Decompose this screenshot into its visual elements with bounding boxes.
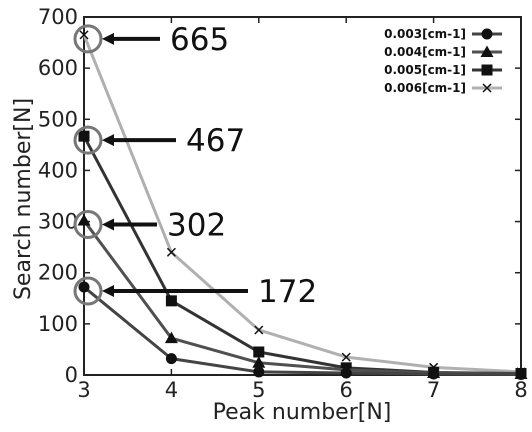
- highlight-ring: [73, 24, 103, 54]
- legend-label: 0.004[cm-1]: [384, 45, 466, 59]
- series-layer: [77, 30, 528, 380]
- data-point: [253, 346, 265, 358]
- legend-label: 0.003[cm-1]: [384, 27, 466, 41]
- y-tick-label: 200: [38, 261, 78, 285]
- plot-frame: [83, 16, 522, 376]
- data-point: [341, 352, 351, 362]
- data-point: [340, 367, 352, 379]
- y-axis-title: Search number[N]: [11, 98, 36, 300]
- highlight-ring: [73, 125, 103, 155]
- x-tick-label: 6: [340, 378, 353, 402]
- data-point: [254, 325, 264, 335]
- callout-label: 467: [186, 123, 245, 159]
- y-tick-label: 100: [38, 312, 78, 336]
- y-tick-label: 500: [38, 107, 78, 131]
- data-point: [77, 214, 91, 226]
- data-point: [252, 356, 266, 368]
- x-marker-stroke: [341, 352, 351, 362]
- legend: 0.003[cm-1] 0.004[cm-1] 0.005[cm-1] 0.006[c…: [384, 27, 502, 95]
- callout-arrow-head: [102, 218, 114, 231]
- data-point: [165, 295, 177, 307]
- x-marker-stroke: [482, 83, 492, 93]
- data-point: [253, 366, 265, 378]
- x-tick-label: 8: [514, 378, 527, 402]
- axes: 3 4 5 6 7 8 0 100 200 300 400 500 600 700: [38, 5, 528, 402]
- series-line: [82, 34, 522, 374]
- legend-label: 0.005[cm-1]: [384, 63, 466, 77]
- x-tick-label: 7: [427, 378, 440, 402]
- series-line: [83, 285, 522, 376]
- data-point: [79, 30, 89, 40]
- series-0.003[cm-1]: [78, 281, 527, 380]
- x-marker-stroke: [254, 325, 264, 335]
- callout-arrow-head: [102, 134, 114, 147]
- y-tick-label: 400: [38, 158, 78, 182]
- y-tick-label: 700: [38, 5, 78, 29]
- legend-marker: [481, 64, 493, 76]
- callout-label: 172: [258, 274, 317, 310]
- legend-label: 0.006[cm-1]: [384, 81, 466, 95]
- series-0.005[cm-1]: [78, 130, 527, 379]
- data-point: [78, 130, 90, 142]
- y-tick-label: 0: [65, 363, 78, 387]
- x-tick-label: 3: [77, 378, 90, 402]
- callout-665: 665: [73, 22, 229, 58]
- callout-label: 665: [170, 22, 229, 58]
- series-line: [82, 135, 522, 375]
- data-point: [165, 353, 177, 365]
- callout-172: 172: [73, 274, 317, 310]
- y-tick-label: 600: [38, 56, 78, 80]
- legend-marker: [480, 45, 494, 57]
- callouts: 665 467 302 172: [73, 22, 317, 310]
- callout-467: 467: [73, 123, 245, 159]
- callout-arrow-head: [102, 32, 114, 45]
- x-marker-stroke: [166, 247, 176, 257]
- x-tick-label: 4: [165, 378, 178, 402]
- x-axis-title: Peak number[N]: [213, 400, 392, 425]
- highlight-ring: [73, 210, 103, 240]
- x-marker-stroke: [79, 30, 89, 40]
- x-tick-label: 5: [252, 378, 265, 402]
- legend-marker: [481, 28, 493, 40]
- data-point: [515, 368, 527, 380]
- highlight-ring: [73, 276, 103, 306]
- legend-marker: [482, 83, 492, 93]
- callout-arrow-head: [102, 285, 114, 298]
- data-point: [164, 331, 178, 344]
- callout-302: 302: [73, 208, 226, 244]
- data-point: [428, 368, 440, 380]
- y-tick-label: 300: [38, 210, 78, 234]
- data-point: [166, 247, 176, 257]
- callout-label: 302: [167, 208, 226, 244]
- data-point: [78, 281, 90, 293]
